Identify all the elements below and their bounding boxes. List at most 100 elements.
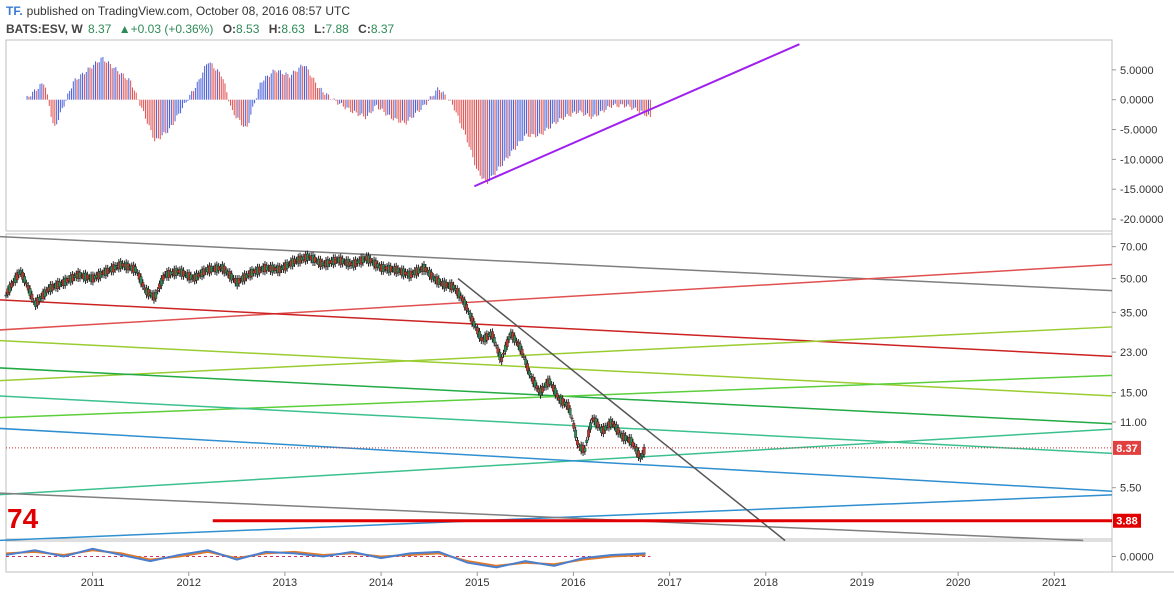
candle-body [596,421,600,428]
candle-body [161,275,165,281]
oscillator-tick-label: -5.0000 [1120,125,1157,137]
price-tick-label: 35.00 [1120,307,1148,319]
high-label: H: [268,22,282,36]
candle-body [515,340,518,343]
candle-body [492,337,496,344]
oscillator-panel[interactable] [5,39,1113,232]
publish-info: published on TradingView.com, October 08… [26,4,350,18]
candle-body [585,439,589,443]
candle-body [572,422,576,429]
publish-line: TF. published on TradingView.com, October… [6,4,350,18]
time-tick-label: 2019 [850,577,874,589]
candle-body [222,265,226,274]
candle-body [485,333,489,341]
candle-body [513,335,517,343]
oscillator-tick-label: -15.0000 [1120,184,1163,196]
candle-body [505,339,509,347]
price-trendline [0,428,1113,496]
support-level-label: 3.88 [1116,516,1137,528]
time-tick-label: 2015 [465,577,489,589]
high-value: 8.63 [281,22,305,36]
oscillator-tick-label: 0.0000 [1120,95,1154,107]
candle-body [452,284,455,290]
candle-body [182,270,185,277]
price-change: +0.03 (+0.36%) [130,22,214,36]
candle-body [368,257,372,264]
candle-body [631,441,635,447]
candle-body [465,304,468,311]
time-tick-label: 2014 [369,577,393,589]
candle-body [341,258,345,265]
time-tick-label: 2013 [273,577,297,589]
candle-body [570,417,574,420]
oscillator-tick-label: -10.0000 [1120,154,1163,166]
candle-body [566,402,570,410]
open-label: O: [222,22,237,36]
candle-body [550,384,554,386]
price-y-axis: 70.00 50.00 35.00 23.00 15.00 11.00 5.50 [1112,242,1148,495]
bottom-tick-label: 0.0000 [1120,552,1154,564]
price-trendlines [0,235,1113,542]
candle-body [574,429,578,438]
time-tick-label: 2021 [1042,577,1066,589]
candle-body [616,427,620,435]
bottom-oscillator-line [5,547,646,569]
time-tick-label: 2011 [81,577,105,589]
close-value: 8.37 [370,22,395,36]
candle-body [43,289,47,297]
close-label: C: [358,22,371,36]
price-tick-label: 50.00 [1120,274,1148,286]
candle-body [548,378,552,385]
time-tick-label: 2018 [754,577,778,589]
candle-body [154,292,158,299]
candle-body [457,290,461,299]
candle-body [496,347,500,354]
candle-body [520,348,524,355]
price-tick-label: 11.00 [1120,417,1147,429]
candle-body [555,393,559,398]
candle-body [502,352,505,355]
candle-body [189,274,193,280]
chart-header: TF. published on TradingView.com, October… [0,0,1174,40]
change-arrow-icon: ▲ [118,22,131,36]
candle-body [58,281,62,287]
price-trendline [0,263,1113,331]
candle-body [491,331,494,340]
time-tick-label: 2016 [561,577,585,589]
price-series [4,250,646,463]
candle-body [463,299,467,308]
candle-body [638,456,642,460]
candle-body [37,297,41,302]
candle-body [139,276,143,285]
bottom-oscillator-line [5,549,646,567]
candle-body [30,293,34,300]
time-tick-label: 2020 [946,577,970,589]
price-trendline [457,277,786,542]
tradingview-logo[interactable]: TF. [6,4,23,18]
candle-body [409,270,413,278]
symbol-label[interactable]: BATS:ESV, W [6,22,83,36]
oscillator-trendline [473,43,800,188]
price-trendline [0,427,1113,492]
candle-body [642,446,646,455]
candle-body [478,330,481,339]
candle-body [137,273,141,280]
candle-body [526,363,529,372]
price-panel[interactable] [5,233,1113,540]
price-trendline [0,326,1113,382]
candle-body [50,283,54,291]
candle-body [576,440,579,446]
candle-body [640,452,644,457]
symbol-line: BATS:ESV, W 8.37 ▲+0.03 (+0.36%) O:8.53 … [6,22,394,36]
candle-body [313,256,317,263]
candle-body [156,290,160,292]
candle-body [568,408,572,415]
candle-body [134,266,137,273]
candle-body [500,357,504,363]
candle-body [589,422,592,430]
candle-body [285,262,289,269]
price-trendline [0,492,1084,542]
bottom-oscillator-series [5,547,651,569]
candle-body [498,352,502,361]
